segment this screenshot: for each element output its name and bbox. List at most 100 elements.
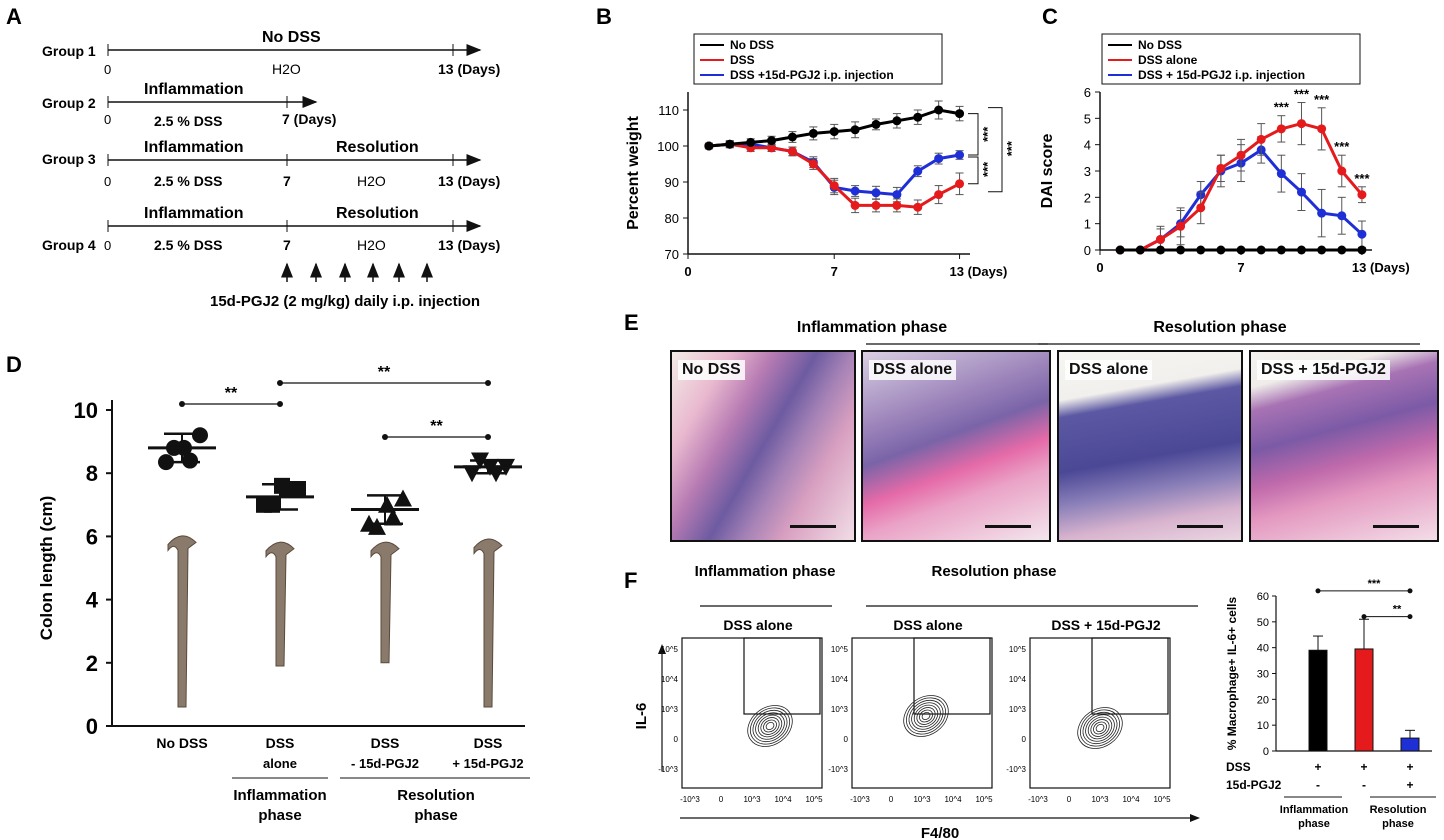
panel-label-a: A (6, 4, 22, 29)
y-tick-label: 10^3 (831, 705, 849, 714)
y-tick-label: 8 (86, 461, 98, 486)
group1-label: Group 1 (42, 43, 96, 59)
pgj-sign: - (1316, 778, 1320, 792)
y-tick-label: 0 (1022, 735, 1027, 744)
data-point (913, 166, 923, 176)
colon-image (473, 538, 503, 708)
data-point (1256, 134, 1266, 144)
data-point (182, 452, 198, 469)
flow-contour (903, 695, 949, 737)
y-tick-label: 0 (844, 735, 849, 744)
data-point (1236, 150, 1246, 160)
flow-contour (747, 705, 793, 747)
data-point (1357, 190, 1367, 200)
category-label: - 15d-PGJ2 (351, 756, 419, 771)
data-point (1317, 245, 1327, 255)
data-point (1296, 187, 1306, 197)
data-point (955, 109, 965, 119)
y-tick-label: 10^3 (1009, 705, 1027, 714)
scale-bar (790, 525, 836, 528)
group3-zero: 0 (104, 174, 111, 189)
data-point (1337, 166, 1347, 176)
y-tick-label: 50 (1257, 617, 1269, 629)
sig-dot (485, 380, 491, 386)
data-point (892, 200, 902, 210)
group2-top: Inflammation (144, 81, 244, 98)
legend-entry: No DSS (1138, 38, 1182, 52)
data-point (934, 154, 944, 164)
flow-contour (908, 699, 944, 733)
data-point (704, 141, 714, 151)
flow-contour (757, 714, 783, 738)
group1-zero: 0 (104, 62, 111, 77)
group-label: phase (258, 807, 301, 824)
data-point (808, 128, 818, 138)
sig-bracket (968, 113, 979, 156)
x-tick-label: 10^4 (1122, 795, 1140, 804)
bar (1400, 737, 1420, 752)
data-point (1296, 245, 1306, 255)
dss-sign: + (1406, 760, 1413, 774)
group-label: Resolution (1370, 804, 1427, 816)
data-point (746, 137, 756, 147)
sig-dot (277, 401, 283, 407)
group4-top: Inflammation (144, 205, 244, 222)
x-tick-label: 0 (889, 795, 894, 804)
y-tick-label: 5 (1084, 111, 1091, 126)
group3-sub2: H2O (357, 173, 386, 189)
x-tick-label: -10^3 (680, 795, 700, 804)
flow-contour (905, 697, 947, 735)
y-tick-label: 6 (86, 524, 98, 549)
colon-image (265, 541, 295, 667)
group1-mid: H2O (272, 61, 301, 77)
flow-contour (919, 709, 933, 723)
data-point (767, 143, 777, 153)
group-label: phase (1382, 818, 1414, 830)
data-point (871, 119, 881, 129)
data-point (787, 146, 797, 156)
panel-label-f: F (624, 568, 637, 593)
flow-contour (1085, 714, 1115, 742)
y-tick-label: 10^4 (661, 675, 679, 684)
panel-e-header: E Inflammation phase Resolution phase (624, 310, 1420, 345)
data-point (1357, 229, 1367, 239)
data-point (767, 136, 777, 146)
group3-top: Inflammation (144, 139, 244, 156)
category-label: + 15d-PGJ2 (452, 756, 523, 771)
x-tick-label: 0 (1096, 260, 1103, 275)
y-tick-label: 10^5 (1009, 645, 1027, 654)
row-label: 15d-PGJ2 (1226, 778, 1282, 792)
flow-contour (1090, 719, 1110, 737)
category-label: DSS (474, 735, 503, 751)
data-point (1155, 234, 1165, 244)
x-tick-label: 10^3 (743, 795, 761, 804)
y-tick-label: 10 (1257, 720, 1269, 732)
legend-entry: No DSS (730, 38, 774, 52)
group-label: Inflammation (233, 787, 326, 804)
x-tick-label: 0 (1067, 795, 1072, 804)
x-tick-label: 10^4 (774, 795, 792, 804)
y-tick-label: 10^5 (831, 645, 849, 654)
sig-label: ** (1393, 604, 1402, 616)
data-point (1155, 245, 1165, 255)
data-point (368, 517, 386, 535)
histology-label: No DSS (678, 360, 745, 380)
y-tick-label: 0 (86, 714, 98, 739)
e-header-resolution: Resolution phase (1153, 319, 1286, 336)
data-point (1276, 124, 1286, 134)
sig-label: *** (1274, 100, 1290, 115)
x-tick-label: 10^5 (1153, 795, 1171, 804)
data-point (850, 186, 860, 196)
group-label: phase (1298, 818, 1330, 830)
group4-sub2: H2O (357, 237, 386, 253)
data-point (955, 150, 965, 160)
row-label: DSS (1226, 760, 1251, 774)
flow-gate (913, 637, 991, 715)
x-tick-label: 0 (684, 264, 691, 279)
panel-label-e: E (624, 310, 639, 335)
scale-bar (1177, 525, 1223, 528)
x-tick-label: 7 (831, 264, 838, 279)
y-tick-label: 3 (1084, 164, 1091, 179)
data-point (1196, 245, 1206, 255)
data-point (1176, 245, 1186, 255)
